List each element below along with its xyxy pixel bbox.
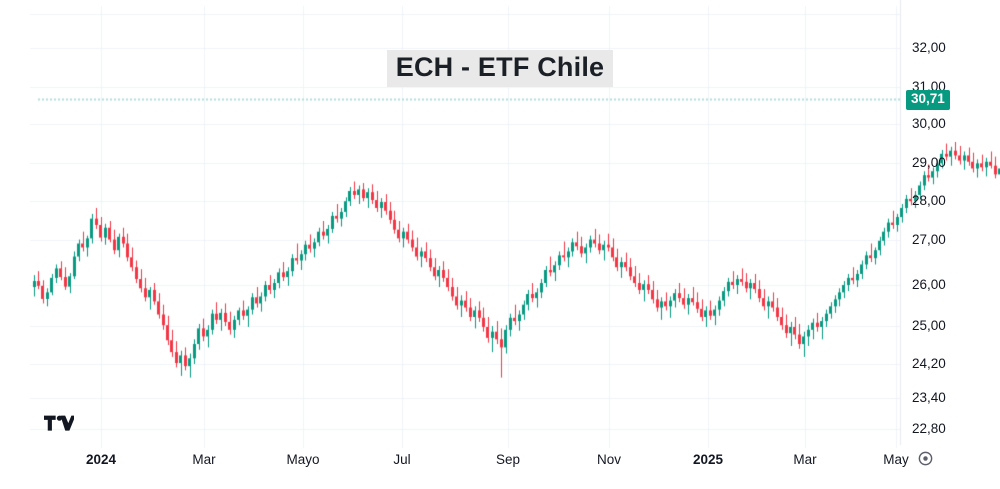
price-axis-label: 23,40	[912, 390, 946, 405]
time-axis-label: Jul	[393, 452, 411, 467]
price-axis-label: 30,00	[912, 116, 946, 131]
time-axis-label: May	[883, 452, 909, 467]
price-axis-label: 26,00	[912, 277, 946, 292]
time-axis-label: Mayo	[286, 452, 320, 467]
crosshair-target-icon[interactable]	[917, 450, 934, 467]
time-axis-label: Mar	[793, 452, 817, 467]
price-axis-label: 29,00	[912, 155, 946, 170]
time-axis-label: Sep	[495, 452, 521, 467]
price-axis-label: 24,20	[912, 356, 946, 371]
time-axis-label: 2025	[692, 452, 724, 467]
price-axis-label: 22,80	[912, 421, 946, 436]
time-axis-label: Nov	[596, 452, 622, 467]
price-axis-label: 32,00	[912, 40, 946, 55]
price-axis-label: 25,00	[912, 318, 946, 333]
price-axis-label: 27,00	[912, 232, 946, 247]
tradingview-logo	[44, 415, 74, 431]
time-axis-label: Mar	[192, 452, 216, 467]
time-axis-label: 2024	[85, 452, 117, 467]
last-price-badge: 30,71	[906, 90, 950, 110]
price-axis-label: 28,00	[912, 193, 946, 208]
